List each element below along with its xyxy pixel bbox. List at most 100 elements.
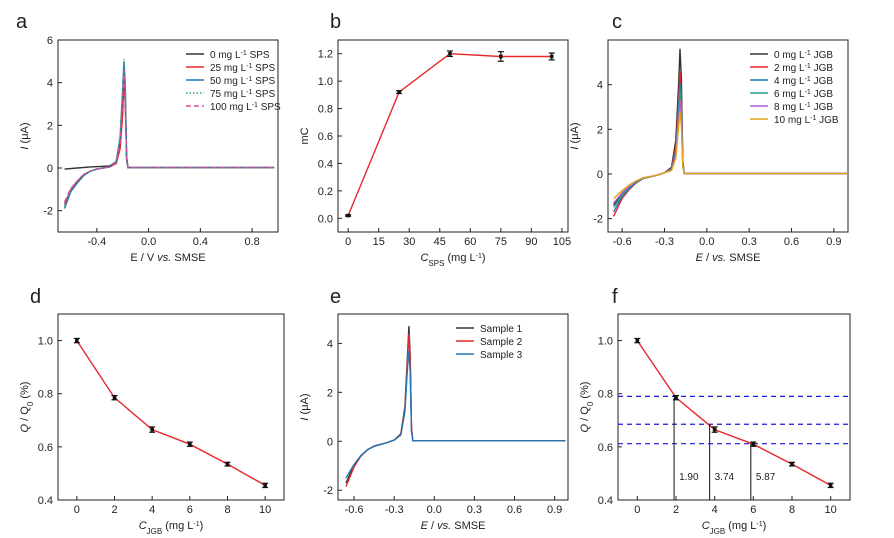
x-axis-label: CSPS (mg L-1)	[420, 252, 485, 268]
legend-label: 25 mg L-1 SPS	[210, 63, 275, 75]
plot-frame	[57, 39, 279, 233]
y-tick-label: 1.2	[318, 49, 333, 61]
y-axis-label: Q / Q0 (%)	[579, 382, 595, 433]
data-point	[674, 395, 678, 400]
x-tick-label: 8	[789, 504, 795, 516]
data-point	[225, 462, 230, 466]
x-tick-label: -0.3	[655, 236, 674, 248]
y-tick-label: 0.0	[318, 213, 333, 225]
x-tick-label: 45	[434, 236, 446, 248]
annotation-label: 3.74	[715, 472, 735, 483]
data-point	[712, 427, 717, 432]
x-tick-label: 4	[712, 504, 718, 516]
panel-label: f	[612, 286, 618, 308]
y-tick-label: 0.4	[598, 495, 613, 507]
y-tick-label: -2	[323, 485, 333, 497]
y-tick-label: 0.8	[318, 104, 333, 116]
annotation-label: 5.87	[756, 472, 776, 483]
data-point	[635, 338, 640, 343]
plot-frame	[617, 313, 851, 501]
legend-label: 50 mg L-1 SPS	[210, 76, 275, 88]
series-line	[345, 326, 566, 484]
data-point	[828, 483, 833, 488]
legend-label: Sample 3	[480, 350, 523, 361]
panel-label: d	[30, 286, 41, 308]
y-tick-label: -2	[593, 214, 603, 226]
panel-a: a -0.4 0.0 0.4 0.8 -2 0 2 4 6 E / V vs. SMSE I (μA)…	[16, 11, 281, 264]
panel-c: c -0.6 -0.3 0.0 0.3 0.6 0.9 -2 0 2 4 E / vs. SMSE I …	[569, 11, 849, 264]
x-tick-label: 6	[187, 504, 193, 516]
panel-f: f 0 2 4 6 8 10 0.4 0.6 0.8 1.0 CJGB (mg L-1) Q / Q0 …	[579, 286, 851, 536]
panel-label: b	[330, 11, 341, 33]
x-tick-label: 6	[750, 504, 756, 516]
y-tick-label: 0.6	[598, 442, 613, 454]
legend-label: Sample 1	[480, 324, 523, 335]
data-point	[751, 442, 756, 446]
y-tick-label: 0.8	[38, 389, 53, 401]
y-tick-label: -2	[43, 206, 53, 218]
x-axis-label: CJGB (mg L-1)	[139, 520, 204, 536]
series-line	[636, 340, 832, 487]
plot-frame	[337, 313, 569, 501]
data-point	[112, 395, 117, 400]
panel-label: e	[330, 286, 341, 308]
x-tick-label: 0.9	[826, 236, 841, 248]
data-point	[150, 427, 154, 432]
panel-label: a	[16, 11, 28, 33]
plot-frame	[57, 313, 285, 501]
data-point	[75, 338, 79, 343]
legend-label: Sample 2	[480, 337, 523, 348]
series-line	[613, 111, 848, 200]
y-tick-label: 0.6	[318, 131, 333, 143]
x-tick-label: 2	[673, 504, 679, 516]
legend-label: 2 mg L-1 JGB	[774, 63, 833, 75]
x-tick-label: 8	[224, 504, 230, 516]
y-axis-label: I (μA)	[569, 122, 581, 149]
data-point	[188, 442, 192, 446]
x-tick-label: -0.4	[87, 236, 106, 248]
legend-label: 6 mg L-1 JGB	[774, 89, 833, 101]
x-tick-label: -0.6	[345, 504, 364, 516]
legend-label: 0 mg L-1 SPS	[210, 50, 270, 62]
data-point	[549, 54, 554, 59]
x-tick-label: 15	[373, 236, 385, 248]
y-tick-label: 0.4	[318, 158, 333, 170]
x-tick-label: 0.0	[141, 236, 156, 248]
y-axis-label: mC	[299, 127, 311, 144]
series-line	[63, 69, 275, 203]
data-point	[346, 213, 350, 218]
x-tick-label: 0	[634, 504, 640, 516]
data-point	[790, 462, 794, 466]
y-tick-label: 0	[597, 169, 603, 181]
x-tick-label: 0.0	[427, 504, 442, 516]
legend-label: 4 mg L-1 JGB	[774, 76, 833, 88]
y-tick-label: 6	[47, 35, 53, 47]
x-tick-label: 0.6	[784, 236, 799, 248]
legend-label: 100 mg L-1 SPS	[210, 102, 281, 114]
x-tick-label: 0.3	[467, 504, 482, 516]
data-point	[499, 54, 503, 59]
y-tick-label: 0.2	[318, 186, 333, 198]
x-tick-label: 0	[74, 504, 80, 516]
x-tick-label: 0.8	[244, 236, 259, 248]
y-axis-label: I (μA)	[19, 122, 31, 149]
x-tick-label: 10	[259, 504, 271, 516]
y-tick-label: 4	[597, 80, 603, 92]
panel-label: c	[612, 11, 622, 33]
series-line	[345, 333, 566, 487]
plot-frame	[607, 39, 849, 233]
x-tick-label: 105	[553, 236, 571, 248]
y-tick-label: 0.4	[38, 495, 53, 507]
y-tick-label: 2	[597, 124, 603, 136]
x-tick-label: 60	[464, 236, 476, 248]
x-axis-label: E / V vs. SMSE	[130, 252, 205, 264]
x-tick-label: 75	[495, 236, 507, 248]
y-axis-label: Q / Q0 (%)	[19, 382, 35, 433]
x-tick-label: 4	[149, 504, 155, 516]
y-tick-label: 1.0	[598, 336, 613, 348]
series-line	[347, 52, 552, 216]
x-tick-label: 0.3	[742, 236, 757, 248]
y-tick-label: 0.8	[598, 389, 613, 401]
y-tick-label: 4	[47, 78, 53, 90]
